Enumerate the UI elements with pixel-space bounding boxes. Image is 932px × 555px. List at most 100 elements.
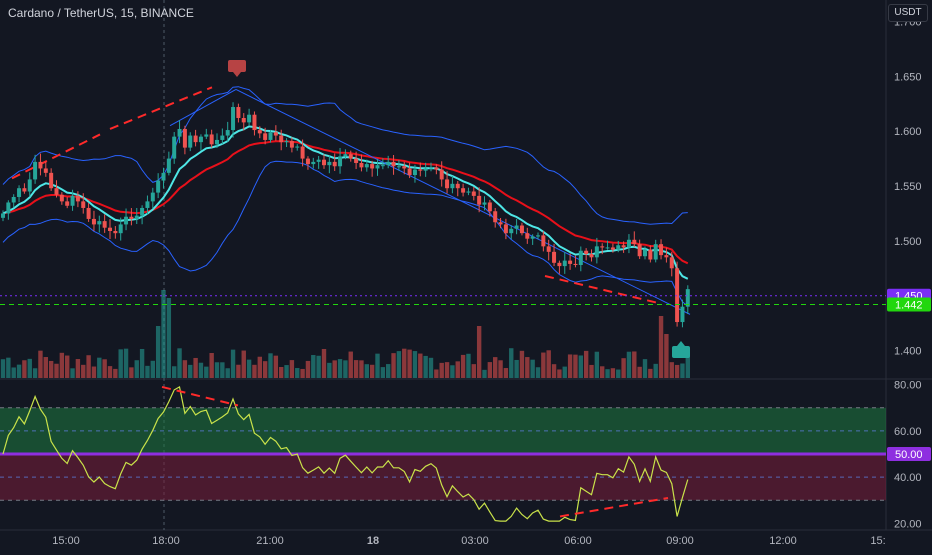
candle	[118, 217, 123, 241]
candle	[193, 129, 198, 147]
volume-bar	[268, 353, 273, 378]
time-axis: 15:00 18:00 21:00 18 03:00 06:00 09:00 12:00 15:	[52, 535, 885, 547]
candle	[514, 218, 519, 235]
volume-bar	[97, 357, 102, 378]
volume-bar	[375, 353, 380, 378]
ema-fast-line	[2, 125, 689, 280]
candle-body	[59, 194, 64, 202]
candle-body	[354, 158, 359, 163]
currency-button[interactable]: USDT	[888, 4, 928, 22]
volume-bar	[257, 356, 262, 378]
candle	[621, 241, 626, 253]
candle	[6, 200, 11, 220]
candle-body	[359, 162, 364, 168]
volume-bar	[118, 349, 123, 378]
candle	[396, 160, 401, 171]
volume-bar	[450, 365, 455, 378]
volume-bar	[129, 367, 134, 378]
candle	[129, 208, 134, 226]
volume-bar	[567, 354, 573, 378]
candle	[295, 144, 300, 151]
candle-body	[268, 132, 273, 140]
candle-body	[669, 257, 674, 269]
volume-bar	[214, 362, 220, 378]
candle	[669, 251, 674, 277]
volume-bar	[680, 363, 685, 378]
candle-body	[17, 188, 22, 197]
candle	[418, 162, 423, 177]
time-tick-label: 12:00	[769, 535, 797, 547]
candle-body	[209, 134, 214, 145]
volume-bar	[519, 350, 525, 378]
volume-bar	[284, 365, 289, 378]
candle-body	[188, 135, 193, 148]
volume-bar	[343, 360, 348, 378]
candle	[49, 168, 54, 191]
volume-bar	[594, 351, 600, 378]
volume-bar	[295, 368, 300, 378]
candle	[455, 181, 460, 197]
candle	[610, 243, 615, 253]
volume-bar	[583, 350, 589, 378]
candle-body	[11, 196, 16, 203]
volume-bar	[59, 352, 65, 378]
volume-bar	[209, 352, 214, 378]
candle	[279, 129, 284, 151]
candle-body	[509, 228, 514, 234]
candle	[198, 134, 203, 151]
volume-bar	[65, 355, 70, 378]
candle	[412, 164, 417, 183]
volume-bar	[177, 348, 182, 378]
volume-bar	[498, 360, 503, 378]
volume-bar	[407, 349, 412, 378]
volume-bar	[391, 353, 396, 378]
candle	[113, 226, 118, 239]
candle-body	[471, 191, 476, 196]
candle-body	[370, 164, 375, 169]
candle-body	[252, 114, 257, 131]
candle	[445, 171, 450, 194]
volume-bar	[444, 362, 450, 378]
candle-body	[396, 166, 401, 168]
candle	[530, 234, 535, 245]
channel-line	[169, 89, 237, 127]
volume-bar	[113, 368, 118, 378]
candle-body	[257, 130, 262, 134]
volume-bar	[220, 362, 225, 378]
candle-body	[177, 128, 182, 137]
candle-body	[418, 169, 423, 171]
bollinger-upper-line	[2, 86, 688, 225]
candle-body	[129, 216, 134, 219]
volume-bar	[225, 368, 230, 378]
time-tick-label: 15:00	[52, 535, 80, 547]
volume-bar	[369, 364, 375, 378]
candle	[33, 154, 38, 184]
volume-bar	[316, 355, 321, 378]
volume-bar	[86, 355, 91, 378]
price-tick-label: 1.600	[894, 126, 922, 138]
candle-body	[364, 164, 369, 168]
volume-bar	[102, 359, 107, 378]
volume-bar	[161, 290, 166, 378]
candle	[188, 132, 193, 152]
candle	[386, 155, 391, 169]
volume-bar	[418, 353, 423, 378]
candle	[562, 251, 567, 274]
volume-bar	[605, 369, 610, 378]
candle-body	[65, 201, 70, 206]
candle-body	[680, 306, 685, 323]
candle	[680, 299, 685, 328]
bollinger-lower-line	[2, 160, 689, 307]
candle	[86, 202, 91, 222]
candle	[519, 222, 524, 236]
candle-body	[49, 172, 54, 189]
candle	[359, 154, 364, 172]
candle	[354, 151, 359, 170]
candle-body	[316, 159, 321, 162]
rsi-line	[2, 385, 689, 522]
candle	[305, 156, 310, 170]
candle-body	[300, 146, 305, 159]
candle-body	[1, 213, 5, 218]
